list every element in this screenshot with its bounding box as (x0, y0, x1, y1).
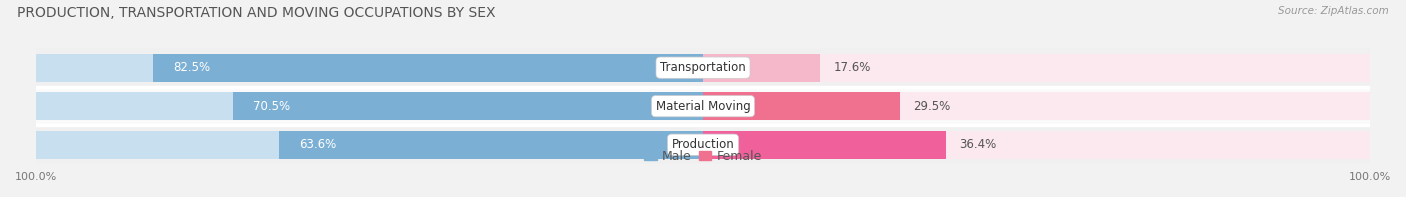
Text: 63.6%: 63.6% (299, 138, 336, 151)
Bar (37, 87, 1369, 125)
Bar (278, 131, 703, 159)
Text: 70.5%: 70.5% (253, 100, 290, 113)
Text: Production: Production (672, 138, 734, 151)
Bar (703, 92, 1369, 120)
Text: 82.5%: 82.5% (173, 61, 209, 74)
Text: Transportation: Transportation (661, 61, 745, 74)
Bar (703, 131, 946, 159)
Bar (233, 92, 703, 120)
Bar (37, 54, 703, 82)
Bar (703, 54, 820, 82)
Text: 29.5%: 29.5% (912, 100, 950, 113)
Text: Source: ZipAtlas.com: Source: ZipAtlas.com (1278, 6, 1389, 16)
Bar (37, 125, 1369, 164)
Bar (37, 48, 1369, 87)
Text: 36.4%: 36.4% (959, 138, 997, 151)
Text: PRODUCTION, TRANSPORTATION AND MOVING OCCUPATIONS BY SEX: PRODUCTION, TRANSPORTATION AND MOVING OC… (17, 6, 495, 20)
Legend: Male, Female: Male, Female (640, 145, 766, 168)
Text: Material Moving: Material Moving (655, 100, 751, 113)
Text: 17.6%: 17.6% (834, 61, 872, 74)
Bar (153, 54, 703, 82)
Bar (703, 131, 1369, 159)
Bar (703, 54, 1369, 82)
Bar (703, 92, 900, 120)
Bar (37, 92, 703, 120)
Bar (37, 131, 703, 159)
